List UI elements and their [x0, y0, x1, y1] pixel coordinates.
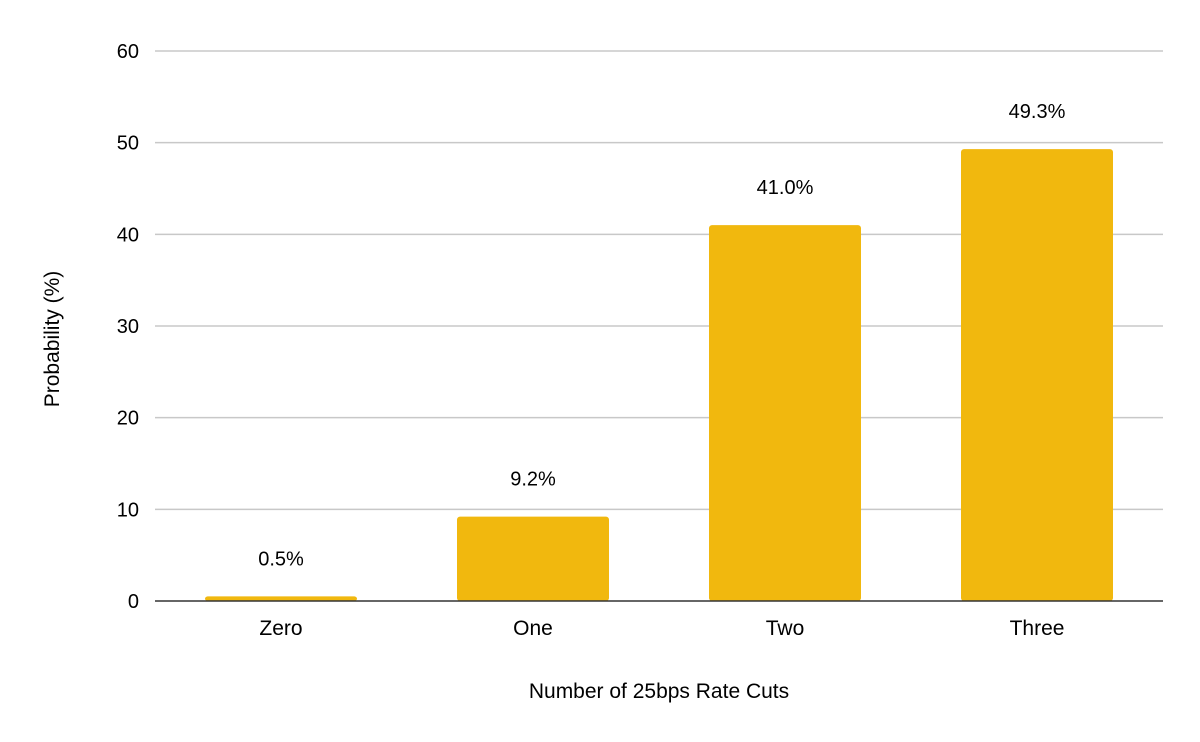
bar-three: [961, 149, 1113, 602]
x-category-label: Two: [766, 617, 805, 640]
bar-zero: [205, 596, 357, 601]
y-tick-label: 40: [117, 224, 139, 246]
x-axis-title: Number of 25bps Rate Cuts: [529, 680, 789, 703]
bars: [205, 149, 1113, 602]
data-label-two: 41.0%: [757, 177, 814, 199]
x-axis-category-labels: Zero One Two Three: [259, 617, 1064, 640]
y-tick-label: 50: [117, 133, 139, 155]
y-tick-label: 20: [117, 408, 139, 430]
bar-one: [457, 516, 609, 601]
y-tick-label: 0: [128, 591, 139, 613]
x-category-label: Zero: [259, 617, 302, 640]
bar-two: [709, 225, 861, 601]
y-tick-label: 30: [117, 316, 139, 338]
y-tick-label: 10: [117, 499, 139, 521]
data-label-zero: 0.5%: [258, 548, 304, 570]
y-axis-tick-labels: 0 10 20 30 40 50 60: [117, 41, 139, 613]
x-category-label: Three: [1010, 617, 1065, 640]
x-category-label: One: [513, 617, 553, 640]
data-labels: 0.5% 9.2% 41.0% 49.3%: [258, 101, 1065, 570]
y-axis-title: Probability (%): [41, 271, 64, 408]
data-label-one: 9.2%: [510, 469, 556, 491]
data-label-three: 49.3%: [1009, 101, 1066, 123]
y-tick-label: 60: [117, 41, 139, 63]
